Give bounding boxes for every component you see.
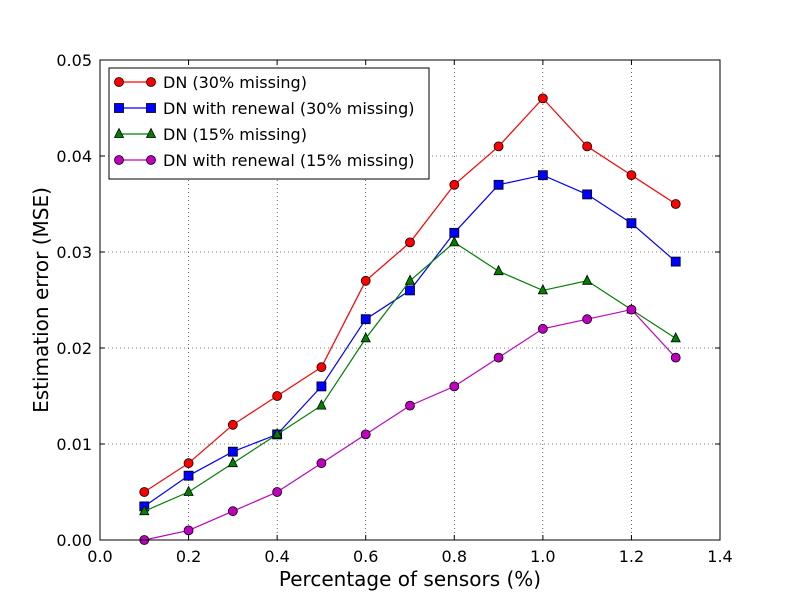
data-point: [493, 352, 504, 363]
series-1: [139, 93, 681, 497]
data-point: [404, 274, 416, 285]
data-point: [227, 419, 238, 430]
data-point: [537, 284, 549, 295]
series-layer: [139, 93, 681, 545]
data-point: [271, 428, 283, 439]
data-point: [670, 199, 681, 209]
series-3: [139, 236, 681, 516]
x-tick-label: 0.2: [176, 547, 201, 566]
legend-marker: [146, 155, 156, 165]
legend-marker: [146, 103, 156, 113]
data-point: [316, 458, 327, 469]
x-axis-label: Percentage of sensors (%): [279, 567, 541, 591]
data-point: [360, 332, 371, 343]
legend-item: DN (15% missing): [113, 125, 307, 144]
data-point: [316, 399, 327, 410]
legend-marker: [146, 77, 156, 87]
data-point: [670, 256, 681, 267]
plot-frame: [99, 59, 721, 541]
data-point: [581, 274, 593, 285]
data-point: [537, 323, 548, 334]
data-point: [227, 456, 239, 468]
data-point: [360, 275, 371, 286]
y-tick-label: 0.04: [56, 147, 92, 166]
data-point: [316, 362, 327, 373]
data-point: [449, 179, 460, 190]
data-point: [626, 170, 637, 181]
legend-label: DN (30% missing): [163, 73, 307, 92]
data-point: [183, 525, 194, 536]
data-point: [493, 264, 504, 276]
data-point: [227, 506, 238, 517]
legend-item: DN with renewal (30% missing): [114, 99, 414, 118]
x-tick-label: 0.4: [264, 547, 289, 566]
data-point: [316, 381, 327, 392]
legend: DN (30% missing) DN with renewal (30% mis…: [108, 67, 430, 180]
data-point: [670, 352, 681, 363]
y-tick-label: 0.03: [56, 243, 92, 262]
y-tick-label: 0.01: [56, 435, 92, 454]
legend-label: DN with renewal (30% missing): [163, 99, 414, 118]
data-point: [449, 236, 460, 247]
y-tick-label: 0.05: [56, 51, 92, 70]
data-point: [272, 487, 283, 497]
data-point: [183, 470, 194, 481]
data-point: [139, 487, 150, 497]
x-tick-label: 0.0: [87, 547, 112, 566]
data-point: [626, 218, 637, 229]
legend-label: DN with renewal (15% missing): [163, 151, 414, 170]
data-point: [405, 400, 415, 411]
legend-marker: [114, 155, 124, 165]
legend-item: DN (30% missing): [114, 73, 307, 92]
data-point: [360, 314, 371, 325]
data-point: [449, 381, 460, 392]
data-point: [537, 93, 548, 104]
x-tick-label: 1.2: [619, 547, 644, 566]
data-point: [183, 485, 194, 496]
series-4: [139, 304, 681, 545]
x-tick-label: 1.0: [530, 547, 555, 566]
axis-ticks: 0.0 0.2 0.4 0.6 0.8 1.0 1.2 1.4 0.00 0.01 0.02 0.03…: [56, 51, 732, 566]
y-tick-label: 0.00: [56, 531, 92, 550]
series-2: [139, 170, 681, 512]
legend-label: DN (15% missing): [163, 125, 307, 144]
data-point: [670, 332, 681, 343]
legend-item: DN with renewal (15% missing): [114, 151, 414, 170]
data-point: [360, 429, 371, 440]
data-point: [626, 304, 637, 315]
legend-marker: [114, 77, 124, 87]
y-tick-label: 0.02: [56, 339, 92, 358]
x-tick-label: 0.8: [442, 547, 467, 566]
data-point: [227, 446, 238, 457]
legend-box: [108, 67, 430, 180]
legend-marker: [113, 127, 125, 138]
data-point: [582, 314, 593, 325]
data-point: [405, 237, 415, 248]
legend-marker: [114, 103, 124, 113]
x-tick-label: 1.4: [707, 547, 732, 566]
data-point: [537, 170, 548, 181]
data-point: [582, 141, 593, 152]
data-point: [449, 227, 460, 238]
data-point: [272, 391, 283, 401]
legend-marker: [145, 127, 157, 138]
x-tick-label: 0.6: [353, 547, 378, 566]
data-point: [582, 189, 593, 200]
data-point: [493, 179, 504, 190]
data-point: [493, 141, 504, 152]
data-point: [405, 285, 415, 296]
y-axis-label: Estimation error (MSE): [29, 187, 53, 413]
data-point: [183, 458, 194, 469]
data-point: [139, 504, 150, 516]
